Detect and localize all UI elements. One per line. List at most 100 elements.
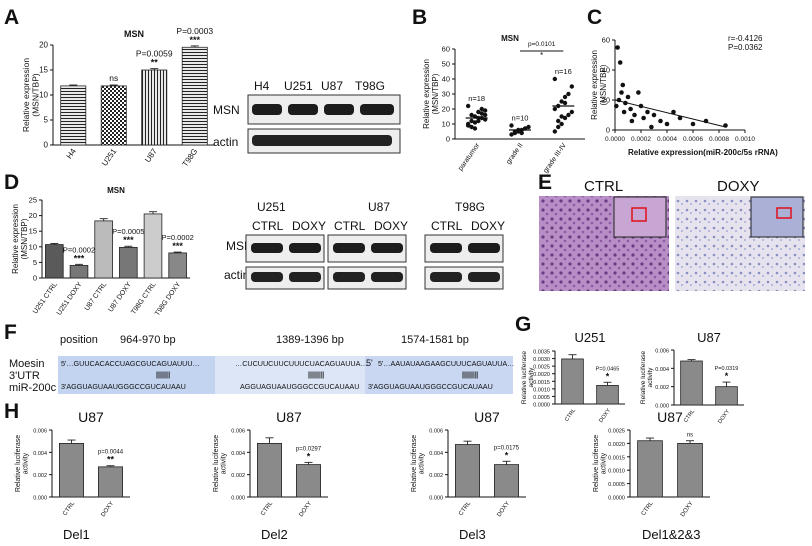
significance-stars: * bbox=[540, 51, 543, 60]
seq-site-3: 1574-1581 bp bbox=[401, 334, 469, 346]
y-tick-label: 0.0000 bbox=[533, 403, 550, 409]
bar bbox=[181, 46, 208, 146]
x-tick-label: CTRL bbox=[260, 500, 274, 517]
ihc-panel: CTRL DOXY bbox=[539, 178, 805, 291]
y-tick-label: 15 bbox=[39, 66, 48, 75]
y-tick-label: 60 bbox=[442, 45, 450, 54]
data-point bbox=[628, 106, 633, 112]
y-tick-label: 0.0020 bbox=[533, 372, 550, 378]
data-point bbox=[671, 109, 676, 115]
x-tick-label: DOXY bbox=[680, 501, 695, 518]
p-value: P=0.0003 bbox=[176, 26, 213, 36]
y-tick-label: 40 bbox=[602, 66, 610, 75]
seq-pairs-3: |||||||| bbox=[462, 370, 478, 379]
seq-position-label: position bbox=[60, 334, 98, 346]
y-tick-label: 0.0015 bbox=[533, 380, 550, 386]
y-tick-label: 0.006 bbox=[655, 349, 669, 355]
y-tick-label: 40 bbox=[442, 75, 450, 84]
p-value: p=0.0297 bbox=[296, 446, 322, 452]
data-point bbox=[482, 108, 488, 113]
x-tick-label: CTRL bbox=[62, 500, 76, 517]
data-point bbox=[552, 106, 558, 112]
bar bbox=[100, 85, 127, 146]
data-point bbox=[690, 121, 696, 127]
sequence-panel: position 964-970 bp 1389-1396 bp 1574-15… bbox=[9, 334, 514, 394]
y-tick-label: 0.0030 bbox=[533, 357, 550, 363]
data-point bbox=[619, 90, 624, 95]
data-point bbox=[632, 112, 637, 118]
bar bbox=[143, 213, 163, 279]
y-tick-label: 0.0025 bbox=[608, 429, 625, 435]
y-tick-label: 25 bbox=[29, 196, 37, 205]
y-axis-label: activity bbox=[601, 452, 608, 474]
chart-title: U87 bbox=[276, 409, 302, 425]
data-point bbox=[569, 84, 575, 89]
seq-row-mir: miR-200c bbox=[9, 382, 57, 394]
y-tick-label: 10 bbox=[442, 120, 450, 129]
p-value: P=0.0005 bbox=[112, 227, 144, 236]
x-tick-label: grade II bbox=[505, 142, 524, 166]
data-point bbox=[559, 99, 564, 104]
significance-stars: ** bbox=[107, 455, 115, 465]
blot-band bbox=[252, 135, 392, 146]
x-tick-label: grade III-IV bbox=[542, 142, 568, 175]
roi-box bbox=[631, 207, 647, 222]
blot-band bbox=[251, 243, 283, 253]
y-tick-label: 0.0020 bbox=[608, 442, 625, 448]
x-tick-label: 0.0010 bbox=[735, 136, 755, 143]
data-point bbox=[566, 91, 571, 97]
y-tick-label: 60 bbox=[602, 36, 610, 45]
x-tick-label: 0.0000 bbox=[605, 136, 625, 143]
y-axis-label: (MSN/TBP) bbox=[30, 73, 40, 117]
data-point bbox=[566, 112, 571, 118]
seq-band-1 bbox=[58, 356, 215, 394]
chart-title: MSN bbox=[107, 186, 125, 195]
y-axis-label: Relative expression bbox=[590, 50, 599, 120]
blot-d-group-u251: U251 bbox=[257, 200, 286, 214]
blot-band bbox=[333, 272, 365, 282]
y-tick-label: 0.004 bbox=[231, 451, 245, 457]
significance-stars: *** bbox=[189, 35, 200, 45]
y-tick-label: 0.0000 bbox=[608, 496, 625, 502]
blot-a-lane-h4: H4 bbox=[254, 79, 270, 93]
bar bbox=[45, 244, 64, 279]
blot-band bbox=[430, 272, 462, 282]
sample-size: n=16 bbox=[555, 67, 572, 76]
data-point bbox=[465, 123, 471, 128]
chart-caption: Del2 bbox=[261, 527, 288, 542]
blot-lane-label: CTRL bbox=[431, 219, 463, 233]
data-point bbox=[629, 118, 635, 124]
data-point bbox=[658, 118, 663, 124]
chart-title: U87 bbox=[657, 409, 683, 425]
data-point bbox=[621, 109, 627, 115]
x-tick-label: CTRL bbox=[641, 500, 655, 517]
sample-size: n=18 bbox=[468, 94, 485, 103]
y-tick-label: 15 bbox=[29, 227, 37, 236]
correlation-p: P=0.0362 bbox=[728, 43, 763, 52]
x-tick-label: paratumor bbox=[457, 142, 481, 173]
y-tick-label: 5 bbox=[33, 258, 37, 267]
panel-label-d: D bbox=[4, 171, 19, 194]
bar bbox=[680, 360, 703, 406]
y-tick-label: 50 bbox=[442, 60, 450, 69]
data-point bbox=[636, 90, 641, 95]
ihc-label-ctrl: CTRL bbox=[584, 178, 623, 195]
panel-label-g: G bbox=[515, 313, 531, 336]
blot-band bbox=[324, 104, 354, 115]
x-tick-label: 0.0006 bbox=[683, 136, 703, 143]
y-tick-label: 0.006 bbox=[429, 429, 443, 435]
y-tick-label: 0.006 bbox=[33, 429, 47, 435]
y-tick-label: 0 bbox=[44, 141, 49, 150]
y-axis-label: activity bbox=[419, 452, 426, 474]
y-tick-label: 0.004 bbox=[655, 367, 669, 373]
x-tick-label: DOXY bbox=[717, 408, 731, 424]
data-point bbox=[620, 82, 626, 88]
blot-band bbox=[289, 272, 321, 282]
data-point bbox=[472, 126, 478, 131]
blot-d: U251 U87 T98G MSN actin CTRL DOXY CTRL DOXY… bbox=[224, 200, 505, 290]
seq-band-3 bbox=[365, 356, 513, 394]
annotation: ns bbox=[687, 433, 693, 439]
bar bbox=[494, 464, 519, 498]
data-point bbox=[472, 120, 478, 125]
